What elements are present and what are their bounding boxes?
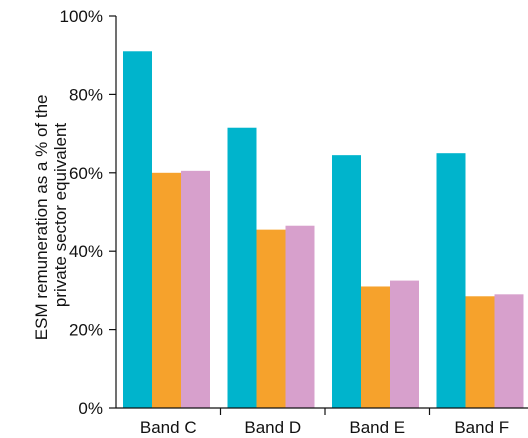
y-tick-label: 40% (69, 242, 103, 261)
bar-series-1-band-c (123, 51, 152, 408)
bar-series-3-band-c (181, 170, 210, 408)
y-tick-label: 20% (69, 321, 103, 340)
y-tick-label: 0% (78, 399, 103, 418)
bar-series-2-band-f (465, 296, 495, 408)
y-tick-label: 60% (69, 164, 103, 183)
y-axis-title-line-1: ESM remuneration as a % of the (32, 95, 51, 341)
x-tick-label-band-d: Band D (244, 418, 301, 437)
y-ticks-layer: 0% 20% 40% 60% 80% 100% (60, 7, 116, 418)
y-tick-label: 80% (69, 85, 103, 104)
bar-series-3-band-e (390, 280, 419, 408)
bar-series-2-band-c (152, 172, 181, 408)
bar-series-1-band-d (227, 127, 257, 408)
x-tick-label-band-c: Band C (140, 418, 197, 437)
bar-series-2-band-d (256, 229, 286, 408)
bar-series-3-band-d (285, 225, 315, 408)
y-axis-title: ESM remuneration as a % of the private s… (32, 90, 70, 340)
axes-layer (115, 16, 528, 409)
x-tick-label-band-f: Band F (454, 418, 509, 437)
x-tick-label-band-e: Band E (349, 418, 405, 437)
bar-series-3-band-f (494, 294, 524, 408)
bar-series-1-band-e (332, 155, 361, 408)
x-ticks-layer: Band C Band D Band E Band F (140, 408, 509, 437)
y-axis-title-line-2: private sector equivalent (51, 123, 70, 308)
bar-series-1-band-f (436, 153, 466, 408)
bars-layer (123, 51, 524, 408)
y-tick-label: 100% (60, 7, 103, 26)
bar-series-2-band-e (361, 286, 390, 408)
